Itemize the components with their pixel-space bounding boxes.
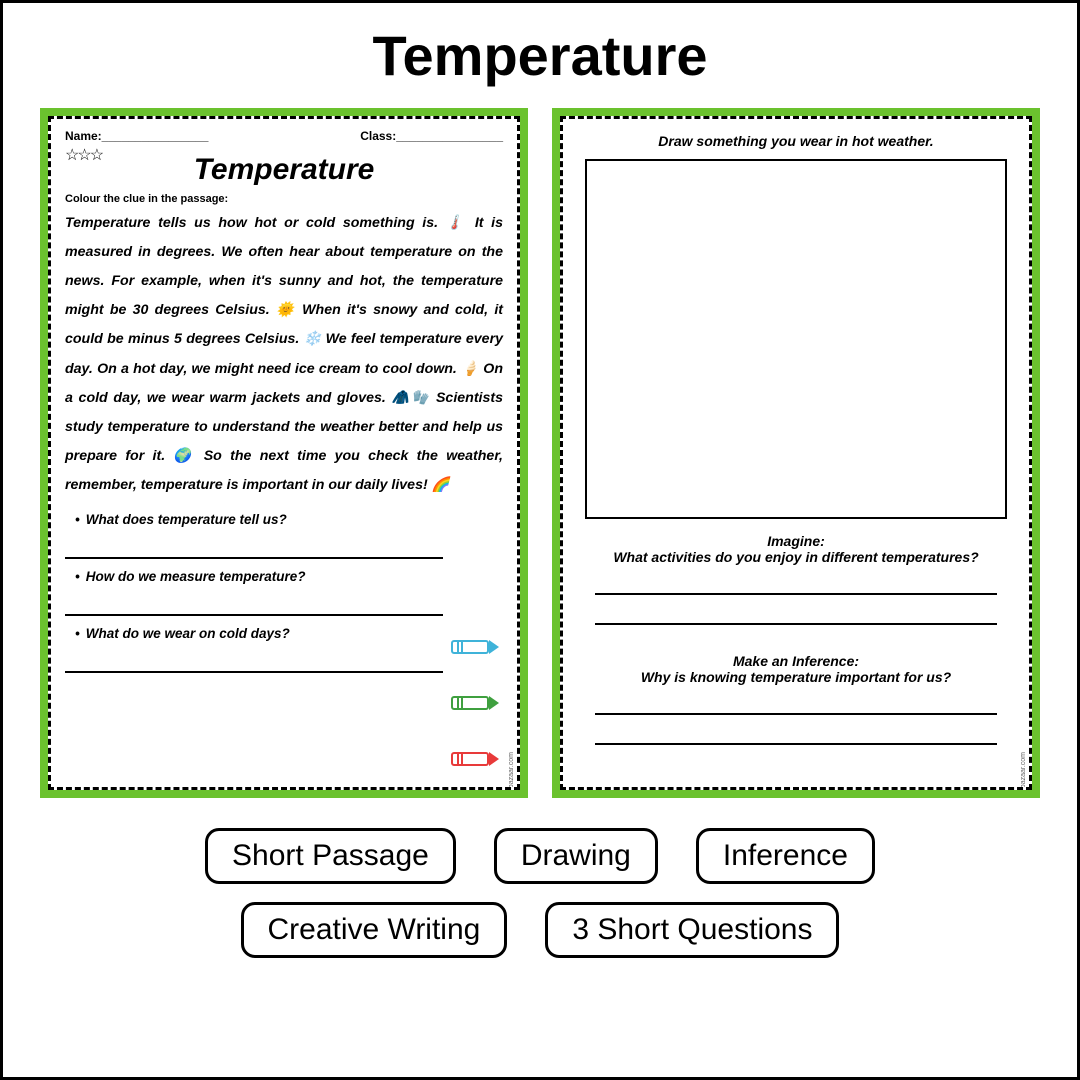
imagine-question: What activities do you enjoy in differen…	[577, 549, 1015, 565]
answer-line	[65, 651, 443, 673]
tag-pill: Creative Writing	[241, 902, 508, 958]
question-item: • What does temperature tell us?	[65, 512, 503, 527]
pages-row: Name:________________ Class:____________…	[33, 108, 1047, 798]
write-line	[595, 695, 997, 715]
reading-passage: Temperature tells us how hot or cold som…	[65, 209, 503, 500]
questions-block: • What does temperature tell us? • How do w…	[65, 512, 503, 673]
copyright-text-1: © Printablebazaar.com	[508, 752, 515, 790]
tag-pill: Drawing	[494, 828, 658, 884]
page1-inner: Name:________________ Class:____________…	[48, 116, 520, 790]
bullet-icon: •	[75, 569, 80, 584]
question-text: What does temperature tell us?	[86, 512, 287, 527]
answer-line	[65, 594, 443, 616]
main-title: Temperature	[33, 23, 1047, 88]
write-line	[595, 575, 997, 595]
page2-inner: Draw something you wear in hot weather. …	[560, 116, 1032, 790]
question-item: • How do we measure temperature?	[65, 569, 503, 584]
crayon-icon	[451, 639, 501, 655]
instruction-text: Colour the clue in the passage:	[65, 193, 503, 205]
write-line	[595, 605, 997, 625]
worksheet-title: Temperature	[65, 153, 503, 187]
write-line	[595, 725, 997, 745]
header-row: Name:________________ Class:____________…	[65, 129, 503, 143]
inference-question: Why is knowing temperature important for…	[577, 669, 1015, 685]
name-field-label: Name:________________	[65, 129, 208, 143]
answer-line	[65, 537, 443, 559]
tags-container: Short Passage Drawing Inference Creative Wr…	[33, 828, 1047, 958]
question-text: How do we measure temperature?	[86, 569, 306, 584]
copyright-text-2: © Printablebazaar.com	[1020, 752, 1027, 790]
tag-pill: 3 Short Questions	[545, 902, 839, 958]
worksheet-page-2: Draw something you wear in hot weather. …	[552, 108, 1040, 798]
imagine-heading: Imagine:	[577, 533, 1015, 549]
crayon-icon	[451, 695, 501, 711]
tag-pill: Inference	[696, 828, 875, 884]
crayon-icon	[451, 751, 501, 767]
question-text: What do we wear on cold days?	[86, 626, 290, 641]
outer-frame: Temperature Name:________________ Class:…	[0, 0, 1080, 1080]
inference-heading: Make an Inference:	[577, 653, 1015, 669]
bullet-icon: •	[75, 626, 80, 641]
tag-pill: Short Passage	[205, 828, 456, 884]
class-field-label: Class:________________	[360, 129, 503, 143]
draw-prompt: Draw something you wear in hot weather.	[577, 133, 1015, 149]
worksheet-page-1: Name:________________ Class:____________…	[40, 108, 528, 798]
bullet-icon: •	[75, 512, 80, 527]
question-item: • What do we wear on cold days?	[65, 626, 503, 641]
drawing-box	[585, 159, 1007, 519]
